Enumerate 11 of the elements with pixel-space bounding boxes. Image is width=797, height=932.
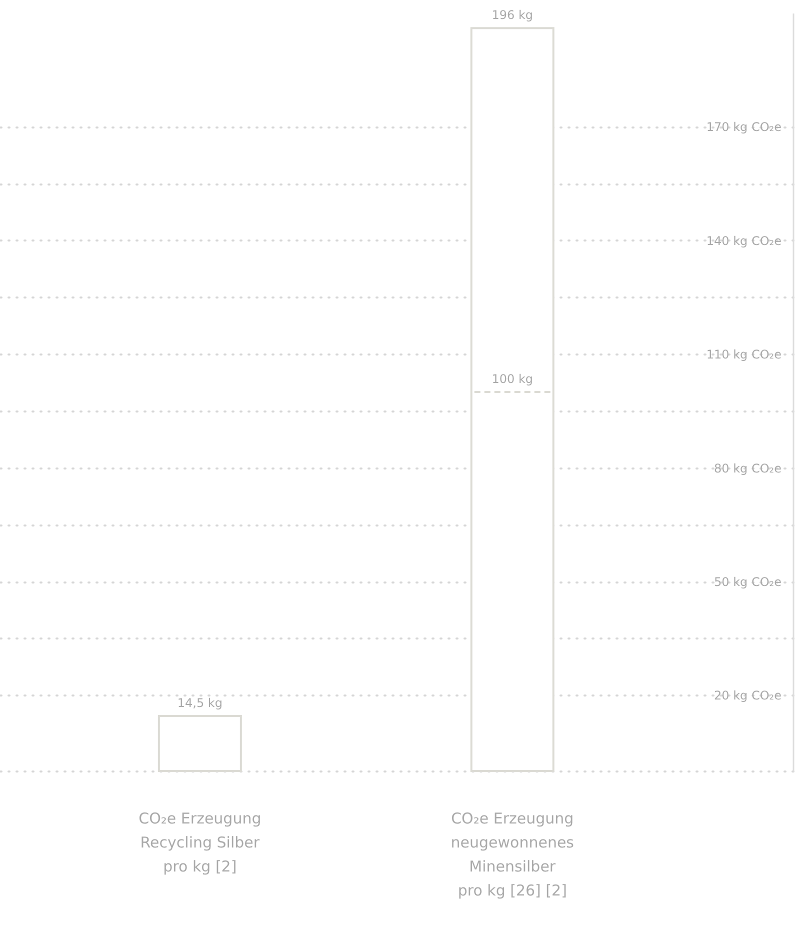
y-tick-label: 50 kg CO₂e — [714, 575, 782, 589]
x-tick-label: CO₂e Erzeugung neugewonnenes Minensilber pro kg [26] [2] — [450, 810, 574, 900]
data-label: 196 kg — [492, 8, 534, 22]
y-tick-label: 20 kg CO₂e — [714, 688, 782, 703]
y-tick-label: 80 kg CO₂e — [714, 461, 782, 476]
data-label: 14,5 kg — [177, 696, 222, 710]
x-tick-label: CO₂e Erzeugung Recycling Silber pro kg [2] — [138, 810, 262, 876]
y-tick-label: 110 kg CO₂e — [706, 348, 782, 362]
y-tick-label: 140 kg CO₂e — [706, 234, 782, 248]
ref-line-label: 100 kg — [492, 372, 534, 386]
y-tick-label: 170 kg CO₂e — [706, 120, 782, 134]
